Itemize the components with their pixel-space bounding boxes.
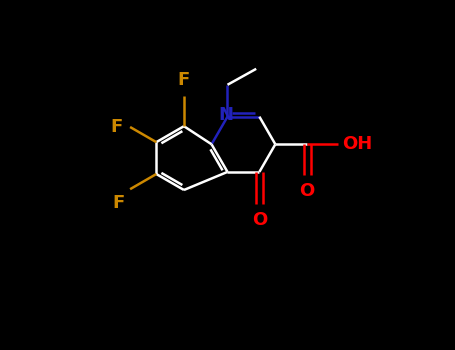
Text: O: O — [252, 211, 267, 229]
Text: F: F — [111, 118, 123, 136]
Text: F: F — [112, 194, 124, 212]
Text: F: F — [178, 71, 190, 89]
Text: O: O — [299, 182, 315, 199]
Text: OH: OH — [342, 135, 373, 153]
Text: N: N — [218, 106, 233, 124]
